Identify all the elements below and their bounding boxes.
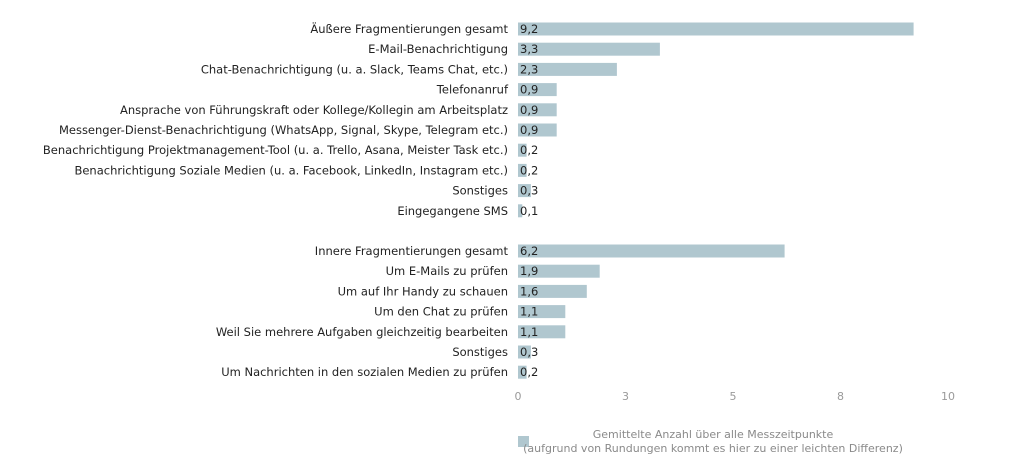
category-label: E-Mail-Benachrichtigung [368, 42, 508, 56]
bar [518, 62, 617, 76]
category-label: Messenger-Dienst-Benachrichtigung (Whats… [59, 123, 508, 137]
data-label: 0,9 [520, 103, 538, 117]
data-label: 0,2 [520, 143, 538, 157]
bar [518, 264, 600, 278]
category-labels-group: Äußere Fragmentierungen gesamt E-Mail-Ben… [43, 21, 509, 379]
bars-group [518, 22, 914, 379]
category-label: Um Nachrichten in den sozialen Medien zu… [221, 365, 508, 379]
data-label: 1,6 [520, 284, 538, 298]
data-label: 0,9 [520, 123, 538, 137]
category-label: Um den Chat zu prüfen [374, 305, 508, 319]
x-tick-label: 5 [730, 390, 737, 403]
category-label: Um E-Mails zu prüfen [386, 264, 508, 278]
bar [518, 244, 785, 258]
data-label: 0,2 [520, 365, 538, 379]
legend-swatch [518, 436, 529, 447]
data-label: 1,1 [520, 305, 538, 319]
bar [518, 42, 660, 56]
value-labels-group: 9,2 3,3 2,3 0,9 0,9 0,9 0,2 0,2 0,3 0,1 6,2 1,9 1,6 1… [520, 22, 538, 379]
bar [518, 325, 566, 339]
legend-label-line2: (aufgrund von Rundungen kommt es hier zu… [523, 442, 903, 455]
data-label: 0,3 [520, 184, 538, 198]
x-tick-label: 3 [622, 390, 629, 403]
bar [518, 143, 527, 157]
bar [518, 163, 527, 177]
data-label: 0,9 [520, 83, 538, 97]
data-label: 2,3 [520, 62, 538, 76]
bar [518, 204, 523, 218]
category-label: Weil Sie mehrere Aufgaben gleichzeitig b… [216, 325, 508, 339]
bar [518, 83, 557, 97]
data-label: 1,1 [520, 325, 538, 339]
legend-label-line1: Gemittelte Anzahl über alle Messzeitpunk… [593, 428, 834, 441]
bar [518, 22, 914, 36]
category-label: Sonstiges [452, 345, 508, 359]
data-label: 0,2 [520, 163, 538, 177]
category-label: Eingegangene SMS [397, 204, 508, 218]
x-tick-label: 8 [837, 390, 844, 403]
category-label: Chat-Benachrichtigung (u. a. Slack, Team… [201, 62, 508, 76]
category-label: Um auf Ihr Handy zu schauen [338, 284, 508, 298]
category-label: Sonstiges [452, 184, 508, 198]
bar [518, 284, 587, 298]
category-label: Benachrichtigung Soziale Medien (u. a. F… [74, 163, 508, 177]
bar [518, 123, 557, 137]
x-tick-label: 10 [941, 390, 955, 403]
x-tick-label: 0 [515, 390, 522, 403]
data-label: 0,1 [520, 204, 538, 218]
category-label: Telefonanruf [436, 83, 509, 97]
bar [518, 365, 527, 379]
data-label: 6,2 [520, 244, 538, 258]
bar [518, 305, 566, 319]
data-label: 9,2 [520, 22, 538, 36]
category-label: Benachrichtigung Projektmanagement-Tool … [43, 143, 508, 157]
bar [518, 103, 557, 117]
bar [518, 184, 531, 198]
data-label: 1,9 [520, 264, 538, 278]
data-label: 0,3 [520, 345, 538, 359]
category-label: Ansprache von Führungskraft oder Kollege… [120, 103, 508, 117]
category-label: Äußere Fragmentierungen gesamt [310, 21, 508, 36]
data-label: 3,3 [520, 42, 538, 56]
legend: Gemittelte Anzahl über alle Messzeitpunk… [518, 428, 903, 455]
category-label: Innere Fragmentierungen gesamt [315, 244, 509, 258]
bar [518, 345, 531, 359]
x-axis-ticks-group: 0 3 5 8 10 [515, 390, 956, 403]
